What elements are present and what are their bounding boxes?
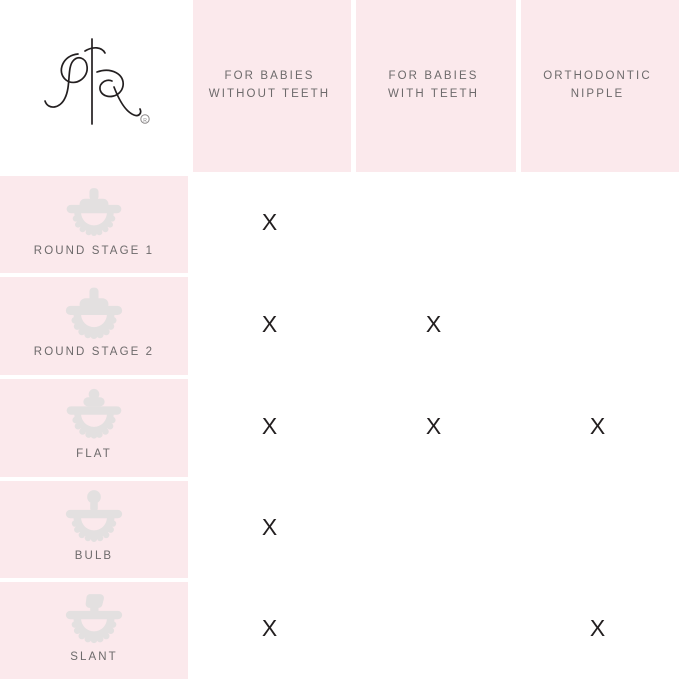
- cell-slant-orthodontic-nipple: X: [516, 578, 679, 679]
- check-mark: X: [589, 412, 606, 439]
- cell-slant-babies-without-teeth: X: [188, 578, 351, 679]
- column-header-babies-with-teeth: FOR BABIES WITH TEETH: [351, 0, 516, 172]
- check-mark: X: [261, 310, 278, 337]
- pacifier-round-stage-1-icon: [66, 187, 122, 236]
- pacifier-round-stage-2-icon: [65, 287, 123, 340]
- column-header-label: FOR BABIES WITH TEETH: [387, 70, 480, 100]
- cell-bulb-babies-with-teeth: [351, 477, 516, 578]
- check-mark: X: [261, 615, 278, 641]
- check-mark: X: [261, 209, 278, 235]
- row-label-text: FLAT: [76, 448, 112, 460]
- check-mark: X: [425, 412, 442, 439]
- cell-flat-babies-with-teeth: X: [351, 375, 516, 477]
- script-monogram-logo: R: [44, 38, 150, 125]
- row-label-text: SLANT: [70, 650, 118, 663]
- column-header-label: ORTHODONTIC NIPPLE: [543, 70, 652, 100]
- cell-round-stage-2-orthodontic-nipple: [516, 273, 679, 375]
- column-header-orthodontic-nipple: ORTHODONTIC NIPPLE: [516, 0, 679, 172]
- cell-slant-babies-with-teeth: [351, 578, 516, 679]
- cell-bulb-babies-without-teeth: X: [188, 477, 351, 578]
- check-mark: X: [589, 615, 606, 641]
- check-mark: X: [261, 412, 278, 439]
- row-label-round-stage-1: ROUND STAGE 1: [0, 172, 188, 273]
- brand-logo-cell: R: [0, 0, 188, 172]
- column-header-label: FOR BABIES WITHOUT TEETH: [208, 70, 331, 100]
- cell-flat-babies-without-teeth: X: [188, 375, 351, 477]
- cell-round-stage-1-babies-with-teeth: [351, 172, 516, 273]
- pacifier-slant-icon: [65, 593, 123, 643]
- cell-round-stage-2-babies-without-teeth: X: [188, 273, 351, 375]
- cell-round-stage-1-orthodontic-nipple: [516, 172, 679, 273]
- row-label-round-stage-2: ROUND STAGE 2: [0, 273, 188, 375]
- cell-round-stage-2-babies-with-teeth: X: [351, 273, 516, 375]
- row-label-text: BULB: [74, 549, 114, 562]
- pacifier-bulb-icon: [65, 489, 123, 542]
- check-mark: X: [261, 514, 278, 540]
- row-label-text: ROUND STAGE 2: [33, 346, 155, 358]
- column-header-babies-without-teeth: FOR BABIES WITHOUT TEETH: [188, 0, 351, 172]
- row-label-text: ROUND STAGE 1: [33, 244, 155, 257]
- row-label-bulb: BULB: [0, 477, 188, 578]
- cell-round-stage-1-babies-without-teeth: X: [188, 172, 351, 273]
- cell-bulb-orthodontic-nipple: [516, 477, 679, 578]
- registered-trademark-glyph: R: [143, 118, 147, 124]
- row-label-slant: SLANT: [0, 578, 188, 679]
- cell-flat-orthodontic-nipple: X: [516, 375, 679, 477]
- pacifier-flat-icon: [66, 388, 122, 439]
- check-mark: X: [425, 310, 442, 337]
- row-label-flat: FLAT: [0, 375, 188, 477]
